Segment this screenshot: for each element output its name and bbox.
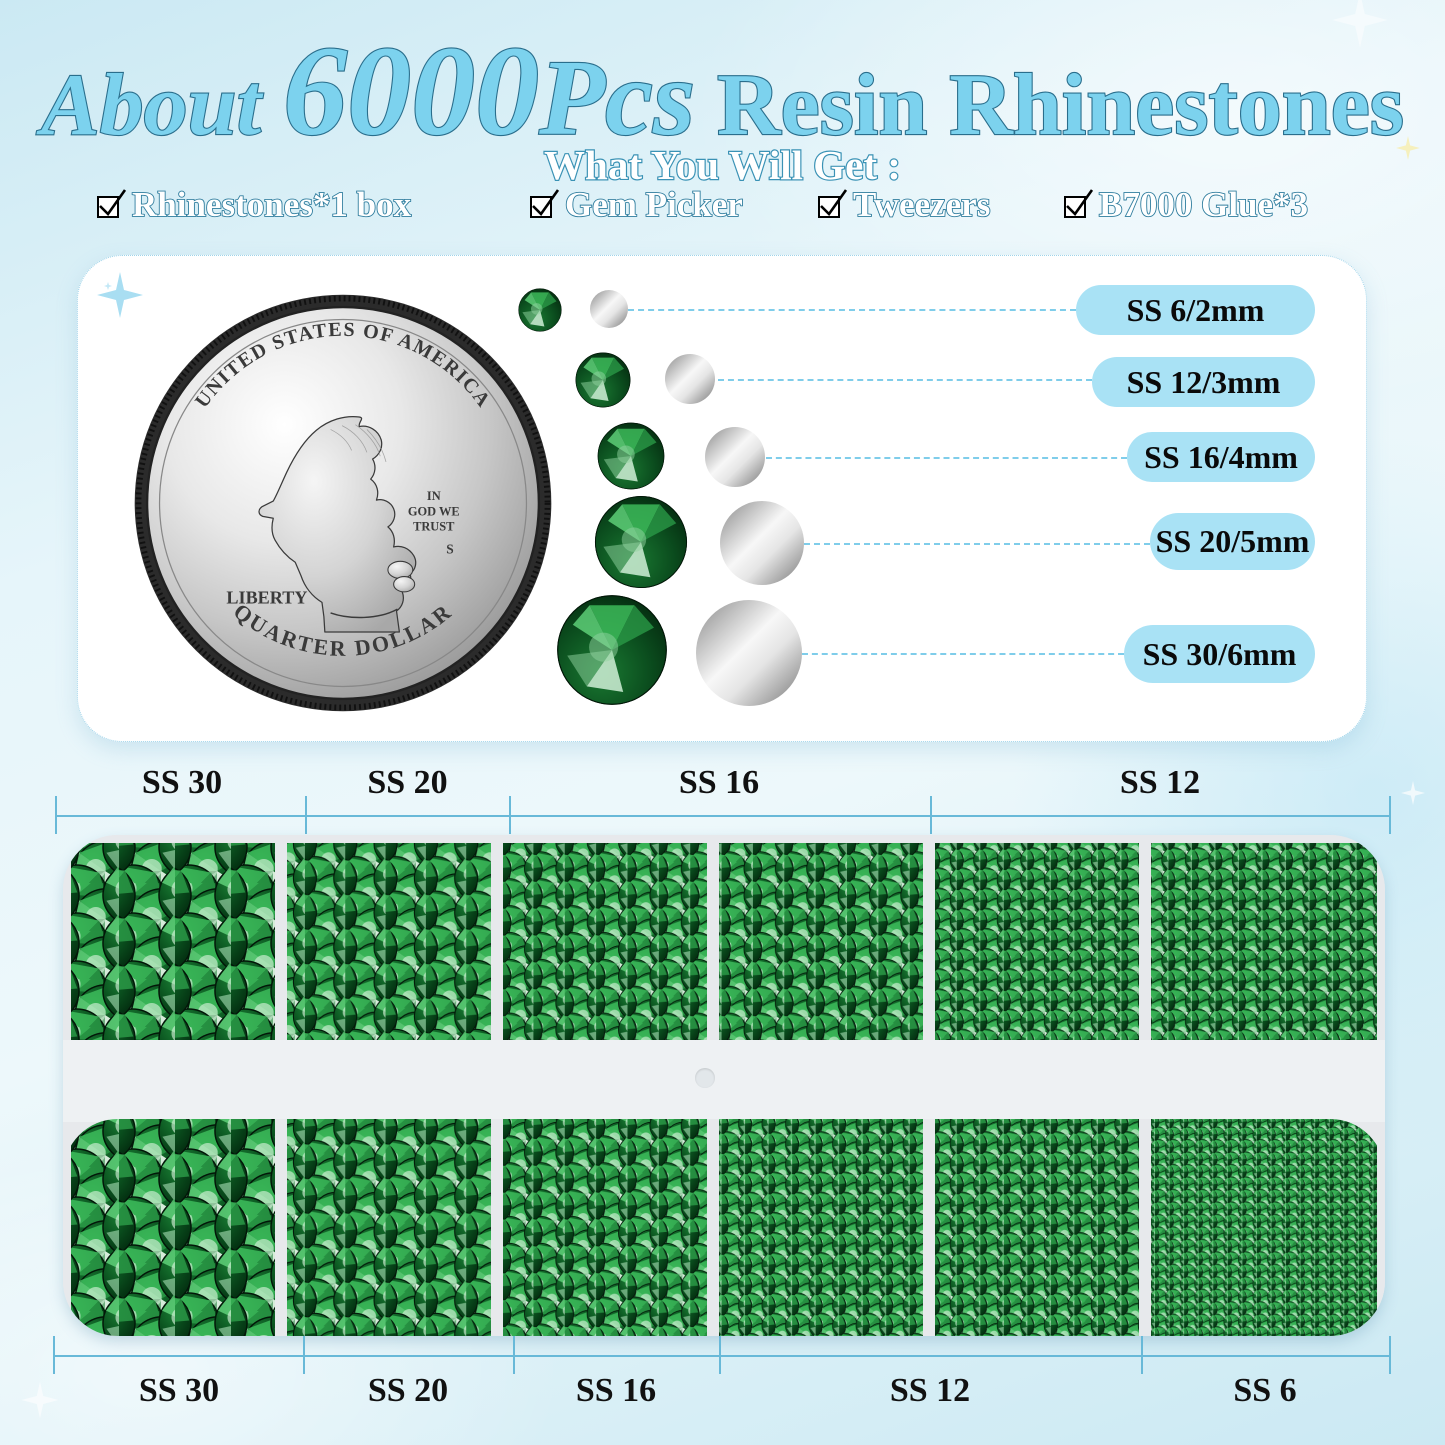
svg-text:IN: IN — [427, 489, 441, 503]
svg-text:GOD WE: GOD WE — [408, 504, 460, 518]
svg-text:TRUST: TRUST — [413, 520, 455, 534]
svg-text:S: S — [446, 542, 453, 557]
svg-text:LIBERTY: LIBERTY — [226, 587, 307, 607]
